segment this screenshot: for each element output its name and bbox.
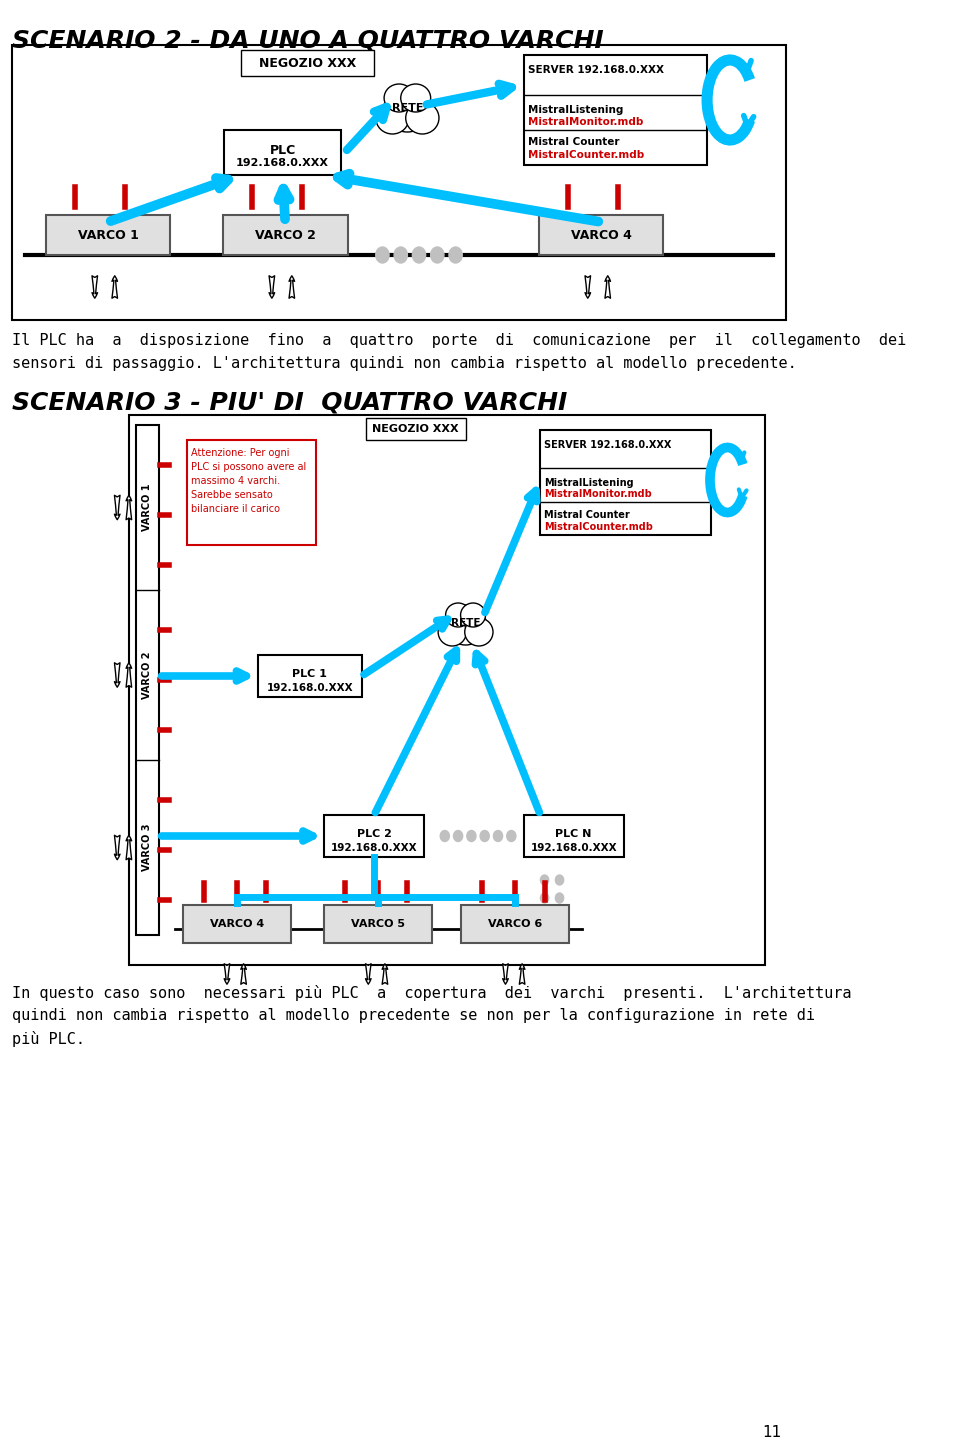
Text: NEGOZIO XXX: NEGOZIO XXX [259,57,356,70]
Ellipse shape [444,605,487,646]
Ellipse shape [400,84,431,112]
FancyBboxPatch shape [183,905,291,943]
Text: 192.168.0.XXX: 192.168.0.XXX [530,843,617,853]
FancyBboxPatch shape [135,425,158,934]
FancyBboxPatch shape [524,55,707,165]
FancyBboxPatch shape [46,215,171,255]
Circle shape [493,830,503,842]
Text: In questo caso sono  necessari più PLC  a  copertura  dei  varchi  presenti.  L': In questo caso sono necessari più PLC a … [12,985,852,1001]
FancyBboxPatch shape [241,49,374,75]
Text: MistralListening: MistralListening [543,477,634,488]
Text: NEGOZIO XXX: NEGOZIO XXX [372,424,459,434]
FancyBboxPatch shape [187,440,316,546]
FancyBboxPatch shape [12,45,785,321]
Text: 192.168.0.XXX: 192.168.0.XXX [236,158,329,168]
Text: 192.168.0.XXX: 192.168.0.XXX [331,843,418,853]
Text: 11: 11 [762,1425,781,1439]
Text: SERVER 192.168.0.XXX: SERVER 192.168.0.XXX [543,440,671,450]
Text: Mistral Counter: Mistral Counter [543,509,630,519]
Text: VARCO 6: VARCO 6 [489,918,542,929]
FancyBboxPatch shape [366,418,466,440]
FancyBboxPatch shape [129,415,765,965]
Text: MistralMonitor.mdb: MistralMonitor.mdb [543,489,652,499]
Text: RETE: RETE [451,618,480,628]
FancyBboxPatch shape [524,815,624,858]
Ellipse shape [384,89,431,132]
Text: MistralListening: MistralListening [528,104,623,115]
Text: VARCO 3: VARCO 3 [142,824,152,871]
Ellipse shape [384,84,414,112]
Ellipse shape [465,618,493,646]
Circle shape [413,247,425,263]
Text: sensori di passaggio. L'architettura quindi non cambia rispetto al modello prece: sensori di passaggio. L'architettura qui… [12,355,797,371]
Text: VARCO 2: VARCO 2 [254,228,316,241]
Text: PLC: PLC [270,144,296,157]
Circle shape [556,892,564,903]
Circle shape [556,875,564,885]
Circle shape [449,247,463,263]
Text: SCENARIO 2 - DA UNO A QUATTRO VARCHI: SCENARIO 2 - DA UNO A QUATTRO VARCHI [12,28,604,52]
Text: VARCO 1: VARCO 1 [142,483,152,531]
Text: MistralMonitor.mdb: MistralMonitor.mdb [528,118,643,128]
Text: VARCO 5: VARCO 5 [351,918,405,929]
FancyBboxPatch shape [257,654,362,696]
Circle shape [375,247,389,263]
FancyBboxPatch shape [225,131,341,176]
FancyBboxPatch shape [539,215,663,255]
Text: Mistral Counter: Mistral Counter [528,136,619,147]
Text: PLC 1: PLC 1 [292,669,327,679]
Text: SERVER 192.168.0.XXX: SERVER 192.168.0.XXX [528,65,664,75]
Ellipse shape [406,102,439,133]
FancyBboxPatch shape [223,215,348,255]
Text: PLC N: PLC N [556,829,591,839]
Text: SCENARIO 3 - PIU' DI  QUATTRO VARCHI: SCENARIO 3 - PIU' DI QUATTRO VARCHI [12,390,567,414]
FancyBboxPatch shape [540,429,710,535]
Text: VARCO 1: VARCO 1 [78,228,138,241]
Circle shape [467,830,476,842]
Circle shape [431,247,444,263]
Text: più PLC.: più PLC. [12,1032,85,1048]
Circle shape [540,875,549,885]
Circle shape [441,830,449,842]
Text: 192.168.0.XXX: 192.168.0.XXX [266,683,353,694]
Ellipse shape [445,604,470,627]
Circle shape [540,892,549,903]
Text: MistralCounter.mdb: MistralCounter.mdb [528,149,644,160]
Text: PLC 2: PLC 2 [357,829,392,839]
Text: Il PLC ha  a  disposizione  fino  a  quattro  porte  di  comunicazione  per  il : Il PLC ha a disposizione fino a quattro … [12,332,907,348]
Ellipse shape [461,604,486,627]
FancyBboxPatch shape [324,815,424,858]
Circle shape [453,830,463,842]
Text: RETE: RETE [392,103,423,113]
Circle shape [507,830,516,842]
Text: Attenzione: Per ogni
PLC si possono avere al
massimo 4 varchi.
Sarebbe sensato
b: Attenzione: Per ogni PLC si possono aver… [191,448,306,514]
Text: VARCO 4: VARCO 4 [570,228,632,241]
Text: quindi non cambia rispetto al modello precedente se non per la configurazione in: quindi non cambia rispetto al modello pr… [12,1008,815,1023]
Circle shape [394,247,407,263]
FancyBboxPatch shape [324,905,432,943]
Ellipse shape [375,102,409,133]
Text: MistralCounter.mdb: MistralCounter.mdb [543,522,653,533]
Text: VARCO 2: VARCO 2 [142,651,152,699]
Text: VARCO 4: VARCO 4 [210,918,264,929]
Circle shape [480,830,490,842]
FancyBboxPatch shape [462,905,569,943]
Ellipse shape [438,618,467,646]
